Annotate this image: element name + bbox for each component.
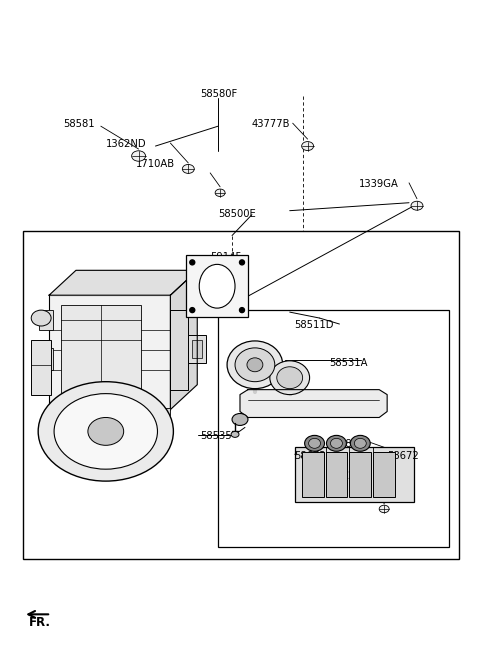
- Circle shape: [240, 308, 244, 313]
- Ellipse shape: [247, 358, 263, 372]
- Ellipse shape: [227, 341, 283, 388]
- Text: 1339GA: 1339GA: [360, 179, 399, 189]
- Ellipse shape: [309, 438, 321, 448]
- Circle shape: [190, 260, 195, 265]
- Text: 58511D: 58511D: [295, 320, 334, 330]
- Ellipse shape: [38, 382, 173, 481]
- Ellipse shape: [350, 436, 370, 451]
- Bar: [31, 340, 51, 395]
- Text: 58535: 58535: [200, 432, 232, 441]
- Ellipse shape: [31, 310, 51, 326]
- Bar: [325, 452, 348, 497]
- Bar: [23, 230, 459, 559]
- Bar: [295, 447, 414, 502]
- Bar: [61, 305, 141, 400]
- Text: 58672: 58672: [387, 451, 419, 461]
- Ellipse shape: [330, 438, 342, 448]
- Text: 58531A: 58531A: [329, 358, 368, 368]
- Bar: [39, 310, 53, 330]
- Bar: [301, 452, 324, 497]
- Ellipse shape: [232, 413, 248, 426]
- Polygon shape: [49, 270, 197, 295]
- Polygon shape: [170, 270, 197, 409]
- Bar: [170, 310, 188, 390]
- Ellipse shape: [215, 189, 225, 197]
- Ellipse shape: [231, 432, 239, 438]
- Text: 1362ND: 1362ND: [106, 139, 146, 149]
- Text: 59145: 59145: [210, 253, 242, 262]
- Circle shape: [190, 308, 195, 313]
- Bar: [39, 348, 53, 370]
- Text: 58672: 58672: [339, 440, 371, 449]
- Bar: [188, 335, 206, 363]
- Text: 58525A: 58525A: [329, 471, 368, 481]
- Ellipse shape: [132, 151, 145, 161]
- Ellipse shape: [235, 348, 275, 382]
- Bar: [373, 452, 395, 497]
- Ellipse shape: [379, 505, 389, 513]
- Text: 58581: 58581: [63, 119, 95, 129]
- Text: 58500E: 58500E: [218, 209, 256, 218]
- Ellipse shape: [270, 361, 310, 395]
- Bar: [49, 407, 170, 415]
- Circle shape: [240, 260, 244, 265]
- Text: 43777B: 43777B: [252, 119, 290, 129]
- Ellipse shape: [305, 436, 324, 451]
- Ellipse shape: [182, 165, 194, 173]
- Ellipse shape: [277, 367, 302, 388]
- Ellipse shape: [354, 438, 366, 448]
- Bar: [192, 340, 202, 358]
- Ellipse shape: [199, 264, 235, 308]
- Polygon shape: [240, 390, 387, 417]
- Ellipse shape: [301, 142, 313, 150]
- Bar: [49, 295, 170, 409]
- Text: 58580F: 58580F: [200, 89, 238, 100]
- Ellipse shape: [54, 394, 157, 469]
- Ellipse shape: [326, 436, 347, 451]
- Bar: [218, 310, 449, 546]
- Ellipse shape: [88, 417, 124, 445]
- Ellipse shape: [411, 201, 423, 210]
- Text: 1710AB: 1710AB: [136, 159, 175, 169]
- Text: 58672: 58672: [295, 451, 326, 461]
- Bar: [349, 452, 371, 497]
- Bar: [186, 255, 248, 317]
- Text: FR.: FR.: [29, 617, 51, 629]
